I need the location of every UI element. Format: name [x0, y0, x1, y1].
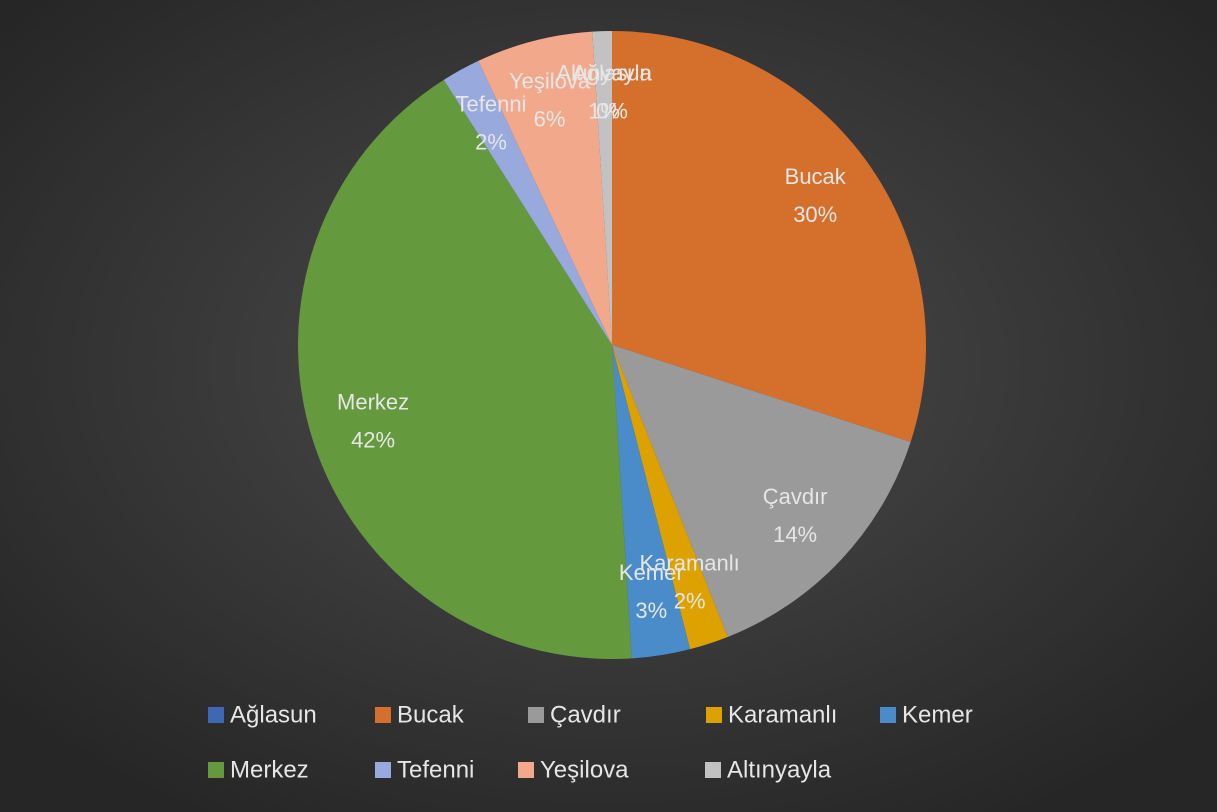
data-labels: Ağlasun 0% Bucak 30% Çavdır 14% Karamanlı 2% Kem…	[337, 61, 847, 623]
legend-swatch	[375, 762, 391, 778]
legend-swatch	[706, 707, 722, 723]
legend-label: Ağlasun	[230, 701, 317, 728]
pie-slice	[443, 60, 612, 345]
data-label-value: 14%	[773, 522, 817, 547]
legend-label: Tefenni	[397, 756, 474, 783]
legend: Ağlasun Bucak Çavdır Karamanlı Kemer Merkez Te…	[208, 701, 973, 783]
data-label-name: Karamanlı	[639, 551, 739, 576]
legend-label: Yeşilova	[540, 756, 629, 783]
legend-label: Bucak	[397, 701, 465, 728]
data-label-value: 6%	[534, 107, 566, 132]
data-label-value: 30%	[793, 202, 837, 227]
legend-label: Kemer	[902, 701, 973, 728]
legend-label: Çavdır	[550, 701, 621, 728]
legend-swatch	[375, 707, 391, 723]
pie	[298, 31, 926, 659]
data-label-name: Tefenni	[456, 92, 527, 117]
legend-label: Merkez	[230, 756, 309, 783]
data-label-name: Bucak	[785, 164, 847, 189]
data-label-value: 42%	[351, 427, 395, 452]
legend-swatch	[880, 707, 896, 723]
legend-swatch	[528, 707, 544, 723]
data-label-name: Altınyayla	[556, 61, 652, 86]
legend-label: Altınyayla	[727, 756, 832, 783]
pie-slice	[612, 345, 728, 650]
pie-slice	[612, 345, 691, 659]
data-label-value: 3%	[635, 598, 667, 623]
data-label-value: 0%	[596, 99, 628, 124]
data-label-value: 1%	[588, 99, 620, 124]
pie-slice	[612, 31, 926, 443]
data-label-name: Yeşilova	[509, 69, 591, 94]
data-label-name: Merkez	[337, 389, 409, 414]
pie-slice	[612, 345, 911, 637]
legend-swatch	[518, 762, 534, 778]
data-label-value: 2%	[674, 589, 706, 614]
pie-slice	[478, 31, 612, 346]
legend-swatch	[208, 762, 224, 778]
data-label-name: Ağlasun	[572, 61, 652, 86]
legend-swatch	[705, 762, 721, 778]
data-label-value: 2%	[475, 130, 507, 155]
legend-label: Karamanlı	[728, 701, 837, 728]
data-label-name: Çavdır	[763, 484, 828, 509]
data-label-name: Kemer	[619, 560, 684, 585]
pie-slice	[298, 79, 632, 659]
legend-swatch	[208, 707, 224, 723]
pie-slice	[592, 31, 612, 345]
